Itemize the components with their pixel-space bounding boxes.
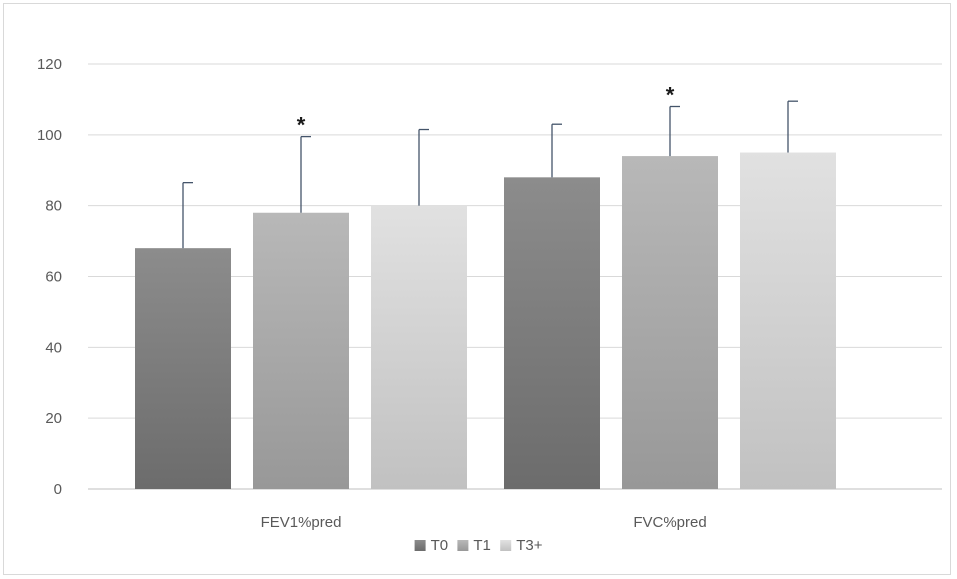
x-category-label: FVC%pred <box>633 514 706 531</box>
legend-swatch <box>457 540 469 551</box>
significance-marker: * <box>297 113 306 138</box>
legend-swatch <box>414 540 426 551</box>
y-tick-label: 80 <box>45 198 62 215</box>
legend: T0 T1 T3+ <box>414 537 543 554</box>
bar-t3-1 <box>740 152 836 489</box>
bar-t0-1 <box>504 177 600 490</box>
error-bars <box>182 100 798 249</box>
y-tick-label: 20 <box>45 410 62 427</box>
y-tick-label: 100 <box>37 127 62 144</box>
chart-frame: 0 20 40 60 80 100 120 * * FEV1%pred FVC%pred T0 T… <box>3 3 951 575</box>
annotations: ** <box>297 83 675 138</box>
bar-t0-0 <box>135 248 231 489</box>
y-tick-label: 60 <box>45 269 62 286</box>
bar-t1-1 <box>622 156 718 490</box>
x-axis-categories: FEV1%pred FVC%pred <box>261 514 707 531</box>
x-category-label: FEV1%pred <box>261 514 342 531</box>
legend-swatch <box>500 540 512 551</box>
significance-marker: * <box>666 83 675 108</box>
y-tick-label: 0 <box>54 481 62 498</box>
legend-label: T0 <box>431 537 449 554</box>
bar-t3-0 <box>371 205 467 489</box>
y-tick-label: 120 <box>37 56 62 73</box>
bar-series <box>135 152 836 490</box>
bar-t1-0 <box>253 212 349 489</box>
y-tick-label: 40 <box>45 339 62 356</box>
legend-label: T3+ <box>516 537 543 554</box>
y-axis-ticks: 0 20 40 60 80 100 120 <box>37 56 62 498</box>
legend-label: T1 <box>473 537 491 554</box>
